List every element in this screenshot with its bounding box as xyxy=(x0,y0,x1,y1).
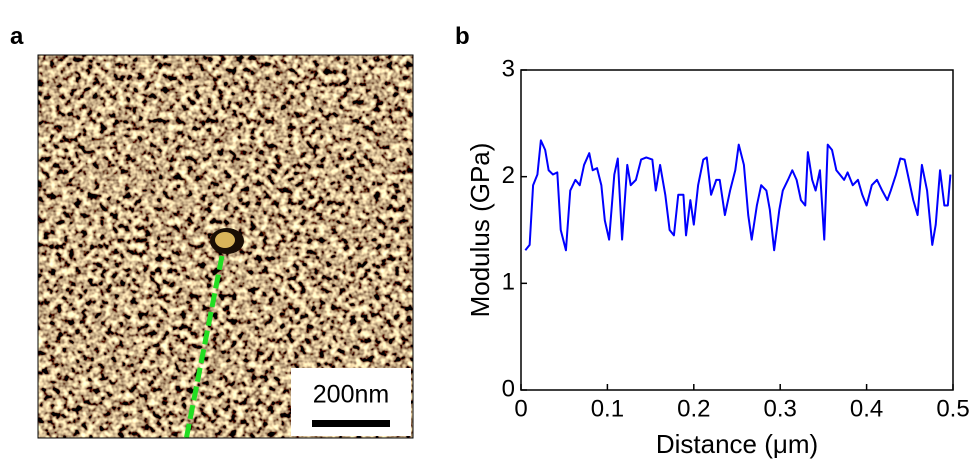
y-tick-label: 0 xyxy=(502,375,515,402)
y-tick-label: 1 xyxy=(502,269,515,296)
x-tick-label: 0 xyxy=(514,395,527,422)
data-line xyxy=(524,139,952,252)
profile-line xyxy=(183,255,225,438)
scale-bar-label: 200nm xyxy=(313,381,389,409)
y-tick-label: 2 xyxy=(502,162,515,189)
afm-image: 200nm xyxy=(38,55,413,438)
panel-label: b xyxy=(455,23,470,50)
x-tick-label: 0.2 xyxy=(677,395,710,422)
panel-label: a xyxy=(10,23,24,50)
x-tick-label: 0.1 xyxy=(591,395,624,422)
x-tick-label: 0.5 xyxy=(936,395,969,422)
image-frame xyxy=(37,54,414,439)
scale-bar xyxy=(312,420,390,427)
x-tick-label: 0.3 xyxy=(764,395,797,422)
y-tick-label: 3 xyxy=(502,55,515,82)
x-axis-label: Distance (μm) xyxy=(656,429,818,459)
plot-frame xyxy=(520,69,954,391)
x-tick-label: 0.4 xyxy=(850,395,883,422)
y-axis-label: Modulus (GPa) xyxy=(465,143,495,318)
defect-core xyxy=(215,232,235,248)
